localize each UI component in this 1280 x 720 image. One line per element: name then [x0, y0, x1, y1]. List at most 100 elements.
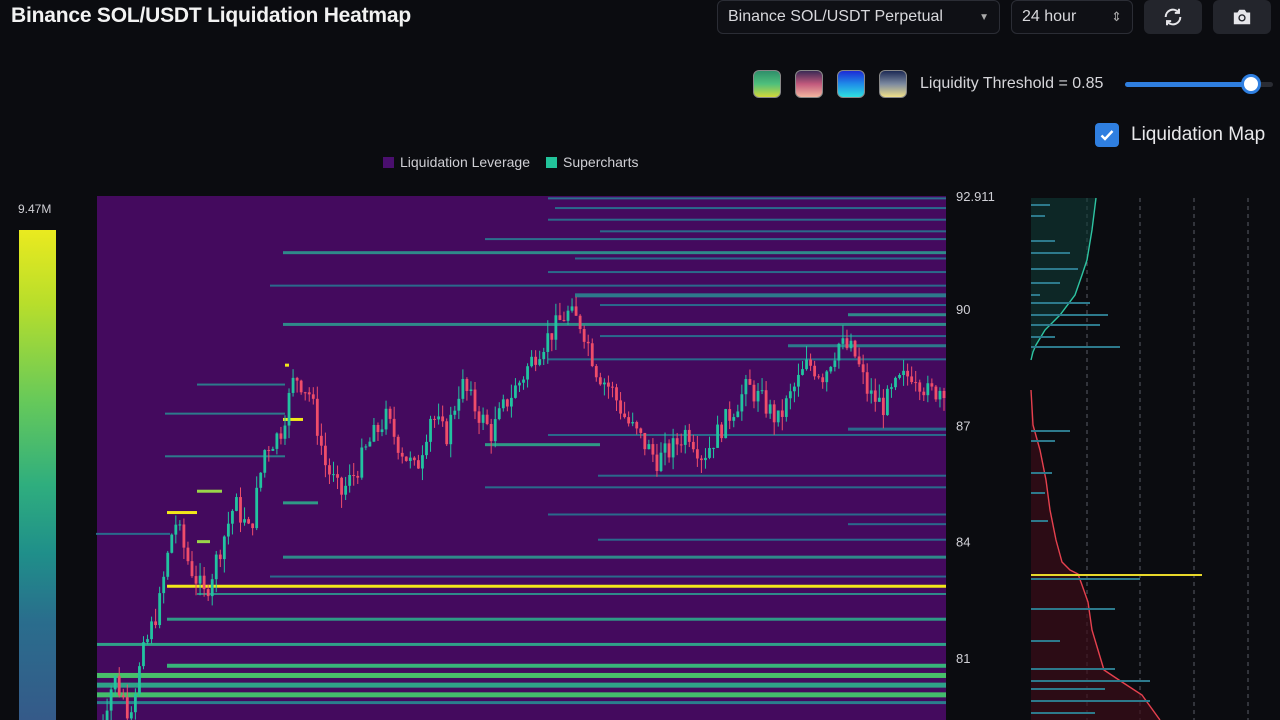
- candle-body: [299, 380, 303, 393]
- candle-body: [655, 454, 659, 471]
- candle-body: [546, 333, 550, 352]
- liquidity-level: [548, 433, 946, 436]
- threshold-slider-handle[interactable]: [1240, 74, 1261, 94]
- candle-body: [566, 310, 570, 321]
- candle-body: [210, 579, 214, 597]
- candle-body: [748, 379, 752, 385]
- candle-body: [643, 432, 647, 450]
- palette-swatch-cividis[interactable]: [879, 70, 907, 98]
- candle-body: [821, 377, 825, 383]
- liquidity-level: [848, 523, 946, 526]
- candle-body: [287, 392, 291, 426]
- candle-body: [433, 418, 436, 420]
- candle-body: [667, 443, 671, 458]
- liquidity-level: [283, 501, 318, 505]
- candle-body: [150, 621, 153, 640]
- candle-body: [922, 391, 926, 396]
- side-liquidity-bar: [1031, 608, 1115, 610]
- checkmark-icon: [1100, 130, 1114, 141]
- side-liquidity-bar: [1031, 336, 1055, 338]
- candle-body: [243, 519, 246, 523]
- candle-body: [716, 424, 719, 448]
- y-tick-label: 87: [956, 418, 970, 433]
- candle-body: [562, 319, 566, 321]
- side-liquidity-bar: [1031, 700, 1150, 702]
- candle-body: [582, 329, 586, 342]
- candle-body: [408, 457, 412, 461]
- color-scale-max-label: 9.47M: [18, 202, 52, 216]
- high-liquidity-marker: [285, 363, 289, 367]
- market-select[interactable]: Binance SOL/USDT Perpetual ▼: [717, 0, 1000, 34]
- candle-body: [813, 365, 817, 377]
- threshold-slider[interactable]: [1125, 74, 1273, 94]
- liquidity-level: [97, 672, 946, 678]
- refresh-button[interactable]: [1144, 0, 1202, 34]
- candle-body: [457, 398, 461, 411]
- side-liquidity-bar: [1031, 268, 1078, 270]
- liquidation-heatmap-chart[interactable]: 92.911 90 87 84 81: [0, 190, 1280, 720]
- candle-body: [857, 356, 861, 365]
- candle-body: [214, 554, 218, 580]
- liquidity-level: [485, 486, 946, 489]
- side-liquidity-bar: [1031, 578, 1140, 580]
- liquidation-map-checkbox[interactable]: [1095, 123, 1119, 147]
- legend-item-supercharts[interactable]: Supercharts: [546, 154, 638, 170]
- candle-body: [675, 438, 679, 445]
- candle-body: [380, 429, 384, 433]
- price-candles: [102, 296, 946, 720]
- liquidity-level: [197, 383, 285, 386]
- candle-body: [752, 384, 756, 402]
- candle-body: [162, 576, 166, 594]
- candle-body: [841, 338, 845, 344]
- side-liquidity-bar: [1031, 440, 1055, 442]
- y-tick-label: 92.911: [956, 190, 995, 204]
- candle-body: [744, 379, 748, 395]
- liquidity-level: [167, 663, 946, 668]
- liquidity-level: [485, 238, 946, 241]
- threshold-slider-fill: [1125, 82, 1251, 87]
- liquidity-level: [600, 304, 946, 307]
- palette-swatch-magma[interactable]: [795, 70, 823, 98]
- candle-body: [691, 441, 695, 450]
- candle-body: [417, 460, 420, 469]
- long-liquidation-area: [1031, 390, 1160, 720]
- legend-label-supercharts: Supercharts: [563, 154, 639, 170]
- liquidity-level: [97, 692, 946, 698]
- candle-body: [788, 391, 792, 399]
- candle-body: [724, 409, 728, 439]
- candle-body: [768, 404, 772, 414]
- candle-body: [307, 392, 311, 395]
- palette-swatch-viridis[interactable]: [753, 70, 781, 98]
- candle-body: [772, 404, 776, 423]
- screenshot-button[interactable]: [1213, 0, 1271, 34]
- legend-swatch-supercharts: [546, 156, 557, 168]
- candle-body: [574, 306, 578, 316]
- candle-body: [138, 666, 141, 695]
- candle-body: [793, 386, 796, 392]
- liquidity-level: [548, 358, 946, 361]
- candle-body: [154, 621, 158, 626]
- candle-body: [627, 417, 631, 424]
- candle-body: [473, 389, 477, 412]
- legend-swatch-leverage: [383, 156, 394, 168]
- candle-body: [594, 366, 598, 378]
- side-liquidity-bar: [1031, 324, 1100, 326]
- candle-body: [388, 408, 392, 419]
- high-liquidity-marker: [283, 417, 303, 421]
- liquidity-level: [548, 271, 946, 274]
- candle-body: [259, 472, 263, 488]
- candle-body: [522, 379, 525, 383]
- time-range-select[interactable]: 24 hour ⇕: [1011, 0, 1133, 34]
- candle-body: [356, 475, 360, 478]
- chart-legend: Liquidation Leverage Supercharts: [383, 154, 638, 170]
- candle-body: [222, 536, 226, 560]
- liquidity-levels: [96, 197, 946, 705]
- candle-body: [918, 382, 922, 392]
- candle-body: [125, 697, 129, 719]
- palette-swatch-blue[interactable]: [837, 70, 865, 98]
- side-liquidity-bar: [1031, 712, 1095, 714]
- candle-body: [570, 306, 574, 311]
- candle-body: [364, 446, 368, 448]
- legend-item-leverage[interactable]: Liquidation Leverage: [383, 154, 530, 170]
- candle-body: [514, 385, 517, 398]
